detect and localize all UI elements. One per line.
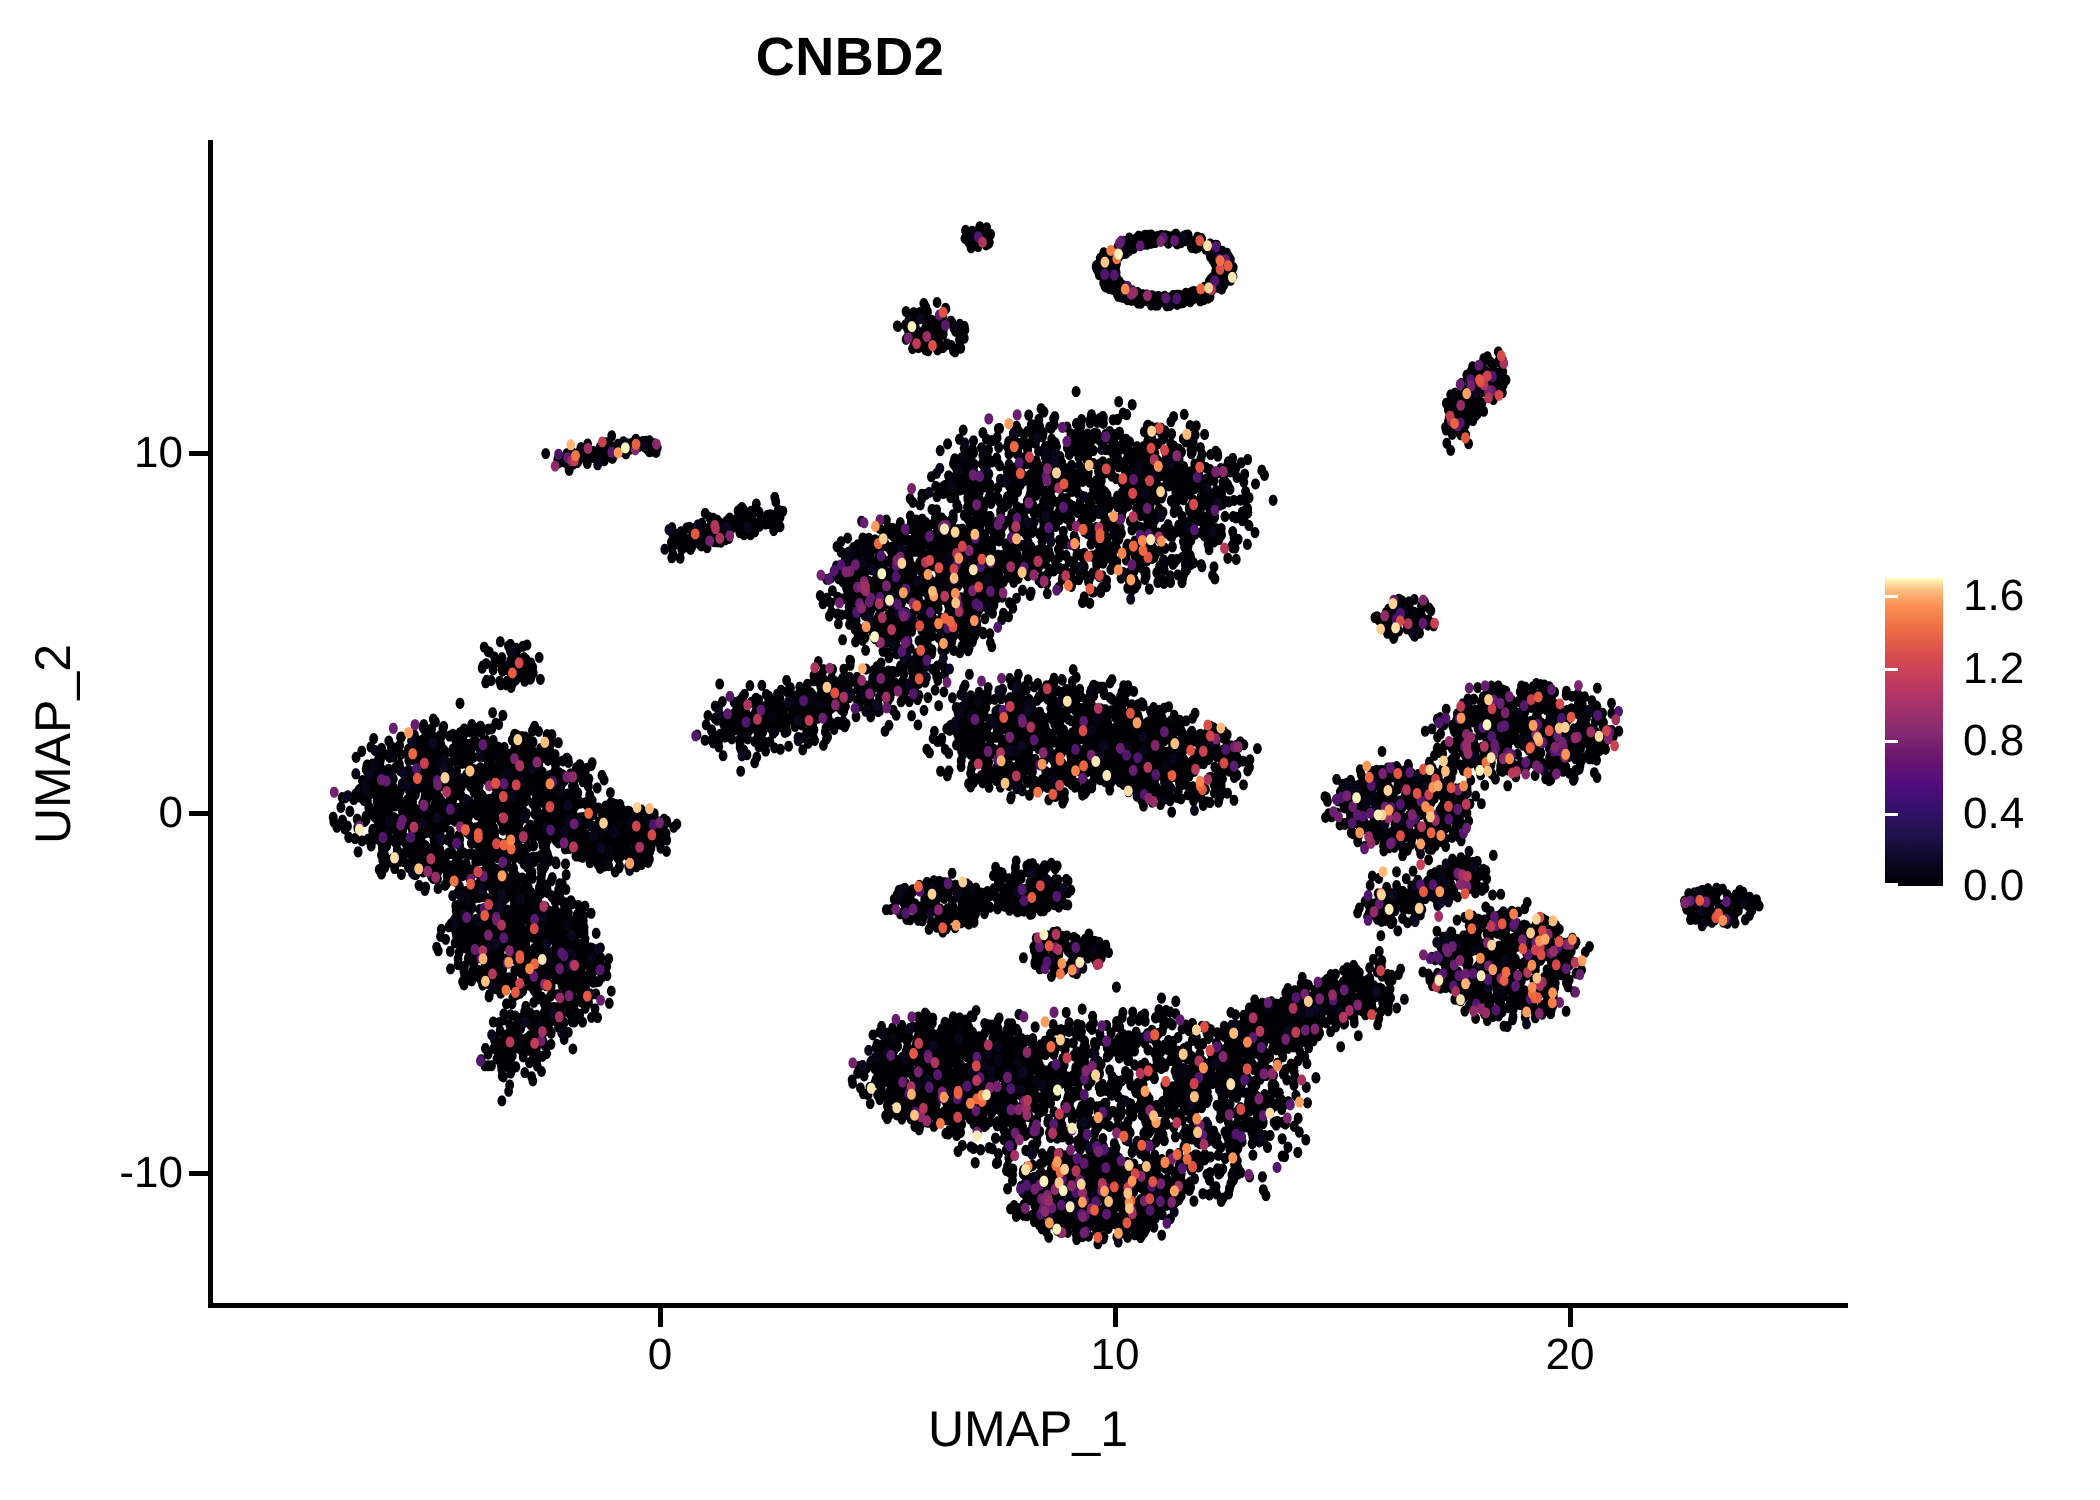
- y-tick-label: -10: [119, 1148, 183, 1197]
- colorbar-tick-mark: [1885, 595, 1898, 599]
- colorbar-tick-mark: [1872, 812, 1885, 816]
- y-tick-mark: [189, 1171, 208, 1176]
- colorbar-tick-mark: [1872, 595, 1885, 599]
- colorbar-tick-label: 0.4: [1963, 788, 2025, 838]
- colorbar-tick-label: 1.2: [1963, 643, 2025, 693]
- colorbar-tick-label: 0.0: [1963, 861, 2025, 910]
- colorbar-gradient: [1885, 578, 1943, 886]
- page-title: CNBD2: [755, 27, 945, 87]
- x-tick-mark: [1568, 1308, 1573, 1327]
- y-tick-mark: [189, 451, 208, 456]
- x-axis-title: UMAP_1: [927, 1401, 1129, 1457]
- y-tick-label: 0: [158, 788, 183, 837]
- x-tick-mark: [658, 1308, 663, 1327]
- x-tick-label: 0: [647, 1330, 673, 1379]
- y-axis-line: [208, 140, 213, 1305]
- x-tick-label: 20: [1545, 1330, 1595, 1379]
- colorbar-tick-label: 0.8: [1963, 716, 2025, 766]
- scatter-points: [328, 221, 1764, 1250]
- x-axis-line: [208, 1303, 1848, 1308]
- y-tick-label: 10: [134, 428, 183, 477]
- colorbar-tick-label: 1.6: [1963, 571, 2025, 621]
- x-tick-label: 10: [1090, 1330, 1140, 1379]
- colorbar-tick-mark: [1872, 667, 1885, 671]
- colorbar-tick-mark: [1885, 667, 1898, 671]
- colorbar-tick-mark: [1885, 812, 1898, 816]
- colorbar-tick-mark: [1885, 740, 1898, 744]
- y-tick-mark: [189, 811, 208, 816]
- colorbar-tick-mark: [1872, 740, 1885, 744]
- colorbar-tick-mark: [1885, 883, 1898, 886]
- y-axis-title: UMAP_2: [25, 643, 81, 845]
- x-tick-mark: [1113, 1308, 1118, 1327]
- colorbar-tick-mark: [1872, 883, 1885, 886]
